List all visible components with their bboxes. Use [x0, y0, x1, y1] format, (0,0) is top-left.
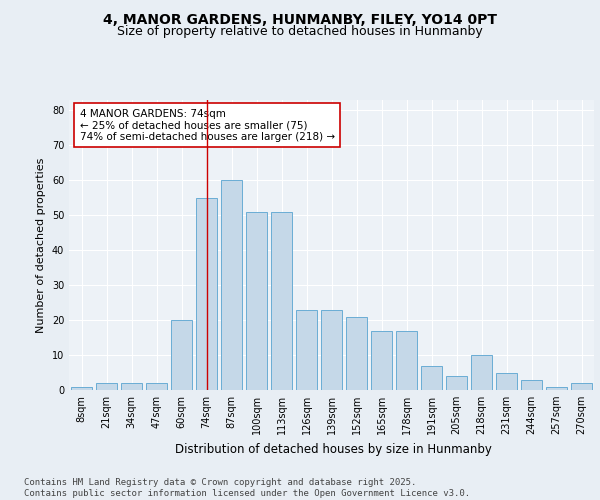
Bar — [446, 376, 467, 390]
Text: 4 MANOR GARDENS: 74sqm
← 25% of detached houses are smaller (75)
74% of semi-det: 4 MANOR GARDENS: 74sqm ← 25% of detached… — [79, 108, 335, 142]
Bar — [471, 355, 492, 390]
Bar — [571, 383, 592, 390]
Bar — [521, 380, 542, 390]
Bar — [421, 366, 442, 390]
Bar — [221, 180, 242, 390]
Y-axis label: Number of detached properties: Number of detached properties — [36, 158, 46, 332]
Bar — [96, 383, 117, 390]
Text: Size of property relative to detached houses in Hunmanby: Size of property relative to detached ho… — [117, 25, 483, 38]
Bar — [171, 320, 192, 390]
Bar — [396, 330, 417, 390]
Bar — [546, 386, 567, 390]
Text: 4, MANOR GARDENS, HUNMANBY, FILEY, YO14 0PT: 4, MANOR GARDENS, HUNMANBY, FILEY, YO14 … — [103, 12, 497, 26]
Bar — [121, 383, 142, 390]
Bar — [346, 316, 367, 390]
Bar — [296, 310, 317, 390]
Bar — [496, 372, 517, 390]
Bar — [196, 198, 217, 390]
Bar — [321, 310, 342, 390]
Bar — [371, 330, 392, 390]
Text: Contains HM Land Registry data © Crown copyright and database right 2025.
Contai: Contains HM Land Registry data © Crown c… — [24, 478, 470, 498]
Bar — [271, 212, 292, 390]
Bar — [146, 383, 167, 390]
Bar — [71, 386, 92, 390]
Text: Distribution of detached houses by size in Hunmanby: Distribution of detached houses by size … — [175, 442, 491, 456]
Bar — [246, 212, 267, 390]
